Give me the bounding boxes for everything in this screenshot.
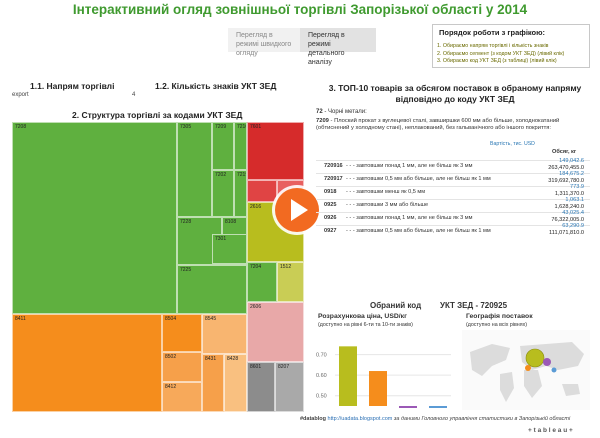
digits-count-value[interactable]: 4 xyxy=(132,92,136,98)
col-volume-header: Обсяг, кг xyxy=(552,149,577,155)
treemap-tile-8502[interactable]: 8502 xyxy=(162,352,202,382)
treemap-tile-7305[interactable]: 7305 xyxy=(177,122,212,217)
table-row[interactable]: 0925- - - завтовшки 3 мм або більше 1,06… xyxy=(316,197,590,211)
treemap-tile-8601[interactable]: 8601 xyxy=(247,362,275,412)
y-tick-label: 0.50 xyxy=(316,394,327,400)
selected-code-label: Обраний код xyxy=(370,301,422,310)
geo-bubble[interactable] xyxy=(525,348,545,368)
treemap-tile-8411[interactable]: 8411 xyxy=(12,314,162,412)
y-tick-label: 0.70 xyxy=(316,353,327,359)
treemap-tile-7601[interactable]: 7601 xyxy=(247,122,304,180)
price-bar[interactable] xyxy=(429,406,447,408)
treemap-tile-1512[interactable]: 1512 xyxy=(277,262,304,302)
price-bar[interactable] xyxy=(399,406,417,408)
treemap-tile-red-2[interactable] xyxy=(247,180,277,202)
treemap-tile-7209[interactable]: 7209 xyxy=(212,122,234,170)
geo-bubble[interactable] xyxy=(551,367,557,373)
instructions-title: Порядок роботи з графікою: xyxy=(439,28,546,37)
footer-source: за даними Головного управління статистик… xyxy=(393,416,571,422)
digits-count-label: 1.2. Кількість знаків УКТ ЗЕД xyxy=(155,81,277,91)
footer-text: #datablog http://uadata.blogspot.com за … xyxy=(300,416,570,422)
treemap-tile-8431[interactable]: 8431 xyxy=(202,354,224,412)
price-bar[interactable] xyxy=(369,371,387,406)
geo-map xyxy=(462,330,590,410)
trade-direction-value[interactable]: export xyxy=(12,92,29,98)
instructions-box: Порядок роботи з графікою: 1. Обираємо н… xyxy=(432,24,590,68)
trade-direction-label: 1.1. Напрям торгівлі xyxy=(30,81,115,91)
tableau-logo[interactable]: + t a b l e a u + xyxy=(528,427,573,434)
instruction-step-3: 3. Обираємо код УКТ ЗЕД (з таблиці) (лів… xyxy=(437,58,557,64)
price-bar-chart: 0.70 0.60 0.50 xyxy=(316,346,451,408)
play-icon xyxy=(275,188,319,232)
price-chart-title: Розрахункова ціна, USD/кг xyxy=(318,313,407,320)
treemap-tile-8504[interactable]: 8504 xyxy=(162,314,202,352)
footer-link[interactable]: http://uadata.blogspot.com xyxy=(327,416,393,422)
treemap-tile-8207[interactable]: 8207 xyxy=(275,362,304,412)
page-title: Інтерактивний огляд зовнішньої торгівлі … xyxy=(72,2,528,17)
price-chart-subtitle: (доступно на рівні 6-ти та 10-ти знаків) xyxy=(318,322,413,328)
geo-bubble[interactable] xyxy=(525,365,531,371)
treemap-tile-7208[interactable]: 7208 xyxy=(12,122,177,314)
play-overlay[interactable] xyxy=(272,185,322,235)
treemap-tile-8412[interactable]: 8412 xyxy=(162,382,202,412)
treemap-tile-7210[interactable]: 7210 xyxy=(234,122,247,170)
fast-view-label: Перегляд в режимі швидкого огляду xyxy=(236,32,292,57)
treemap-tile-7204[interactable]: 7204 xyxy=(247,262,277,302)
instruction-step-2: 2. Обираємо сегмент (з кодом УКТ ЗЕД) (л… xyxy=(437,50,565,57)
table-row[interactable]: 720916- - - завтовшки понад 1 мм, але не… xyxy=(316,158,590,172)
treemap-tile-2606[interactable]: 2606 xyxy=(247,302,304,362)
detail-view-button[interactable]: Перегляд в режимі детального аналізу xyxy=(300,28,376,66)
detail-view-label: Перегляд в режимі детального аналізу xyxy=(308,32,345,66)
treemap: 7208 7305 7209 7202 7228 8108 7225 7210 … xyxy=(12,122,304,412)
table-header-code: 72 - Чорні метали: xyxy=(316,109,367,115)
geo-chart-title: Географія поставок xyxy=(466,313,533,320)
col-value-header: Вартість, тис. USD xyxy=(490,141,535,147)
instruction-step-1: 1. Обираємо напрям торгівлі і кількість … xyxy=(437,43,549,49)
table-row[interactable]: 720917- - - завтовшки 0,5 мм або більше,… xyxy=(316,171,590,185)
treemap-tile-8545[interactable]: 8545 xyxy=(202,314,247,354)
footer-datablog: #datablog xyxy=(300,416,326,422)
geo-chart-subtitle: (доступно на всіх рівнях) xyxy=(466,322,527,328)
treemap-tile-7301[interactable]: 7301 xyxy=(212,234,247,264)
y-tick-label: 0.60 xyxy=(316,373,327,379)
fast-view-button[interactable]: Перегляд в режимі швидкого огляду xyxy=(228,28,300,57)
treemap-title: 2. Структура торгівлі за кодами УКТ ЗЕД xyxy=(72,110,243,120)
table-row[interactable]: 0927- - - завтовшки 0,5 мм або більше, а… xyxy=(316,223,590,237)
treemap-tile-7225[interactable]: 7225 xyxy=(177,265,247,314)
treemap-tile-8428[interactable]: 8428 xyxy=(224,354,247,412)
treemap-tile-7202[interactable]: 7202 xyxy=(212,170,234,217)
price-bar[interactable] xyxy=(339,346,357,406)
top10-title: 3. ТОП-10 товарів за обсягом поставок в … xyxy=(328,83,582,104)
selected-code-value: УКТ ЗЕД - 720925 xyxy=(440,301,508,310)
treemap-tile-7219[interactable]: 7219 xyxy=(234,170,247,217)
table-row[interactable]: 0918- - - завтовшки менш як 0,5 мм 773.9… xyxy=(316,184,590,198)
selected-code-desc: 7209 - Плоский прокат з вуглецевої сталі… xyxy=(316,118,560,131)
geo-bubble[interactable] xyxy=(543,358,551,366)
table-row[interactable]: 0926- - - завтовшки понад 1 мм, але не б… xyxy=(316,210,590,224)
